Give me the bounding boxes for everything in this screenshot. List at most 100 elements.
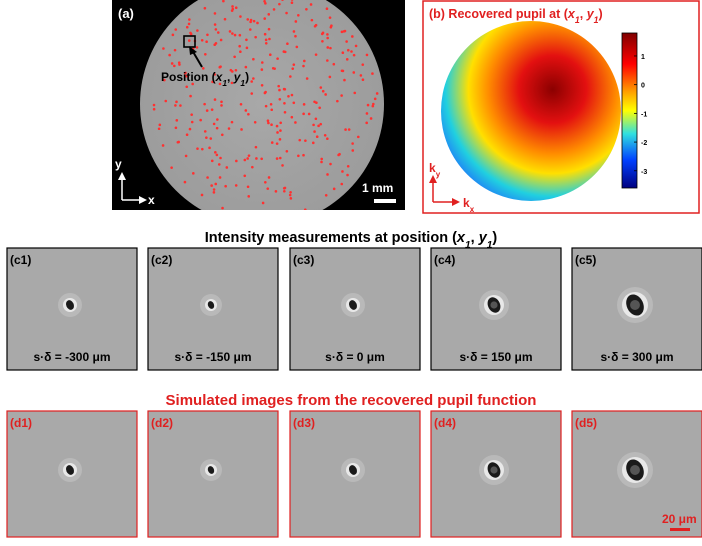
- dot: [185, 155, 188, 158]
- colorbar-tick-label: -1: [641, 111, 647, 118]
- dot: [219, 176, 222, 179]
- dot: [213, 188, 216, 191]
- row-c: (c1)s·δ = -300 μm(c2)s·δ = -150 μm(c3)s·…: [7, 248, 702, 370]
- dot: [204, 130, 207, 133]
- dot: [247, 113, 250, 116]
- dot: [315, 117, 318, 120]
- dot: [297, 14, 300, 17]
- dot: [302, 113, 305, 116]
- dot: [344, 128, 347, 131]
- dot: [249, 21, 252, 24]
- dot: [219, 157, 222, 160]
- scale-bar: [670, 528, 690, 531]
- dot: [342, 51, 345, 54]
- dot: [260, 157, 263, 160]
- dot: [185, 85, 188, 88]
- dot: [326, 137, 329, 140]
- dot: [283, 102, 286, 105]
- dot: [329, 47, 332, 50]
- dot: [264, 181, 267, 184]
- dot: [196, 29, 199, 32]
- dot: [273, 67, 276, 70]
- dot: [330, 24, 333, 27]
- image-panel: (d4): [431, 411, 561, 537]
- dot: [214, 23, 217, 26]
- dot: [286, 42, 289, 45]
- dot: [277, 85, 280, 88]
- dot: [214, 12, 217, 15]
- dot: [365, 122, 368, 125]
- dot: [206, 33, 209, 36]
- dot: [313, 101, 316, 104]
- dot: [290, 197, 293, 200]
- colorbar-tick-label: 1: [641, 54, 645, 61]
- dot: [247, 195, 250, 198]
- dot: [341, 31, 344, 34]
- image-panel: (d1): [7, 411, 137, 537]
- dot: [210, 184, 213, 187]
- dot: [283, 88, 286, 91]
- dot: [315, 53, 318, 56]
- dot: [283, 50, 286, 53]
- dot: [326, 33, 329, 36]
- dot: [231, 5, 234, 8]
- dot: [238, 45, 241, 48]
- dot: [211, 160, 214, 163]
- dot: [351, 142, 354, 145]
- dot: [213, 43, 216, 46]
- image-panel: (c3) s·δ = 0 μm: [290, 248, 420, 370]
- dot: [283, 190, 286, 193]
- dot: [312, 124, 315, 127]
- dot: [324, 134, 327, 137]
- dot: [346, 174, 349, 177]
- dot: [340, 94, 343, 97]
- dot: [361, 63, 364, 66]
- dot: [342, 70, 345, 73]
- panel-caption: s·δ = 0 μm: [325, 350, 385, 364]
- dot: [305, 8, 308, 11]
- dot: [279, 129, 282, 132]
- dot: [221, 207, 224, 210]
- dot: [294, 121, 297, 124]
- panel-label: (c3): [293, 253, 314, 267]
- dot: [184, 181, 187, 184]
- dot: [355, 45, 358, 48]
- dot: [279, 121, 282, 124]
- dot: [270, 108, 273, 111]
- panel-caption: s·δ = -300 μm: [34, 350, 111, 364]
- dot: [320, 158, 323, 161]
- dot: [170, 166, 173, 169]
- dot: [345, 40, 348, 43]
- dot: [326, 37, 329, 40]
- dot: [213, 123, 216, 126]
- dot: [297, 154, 300, 157]
- dot: [360, 74, 363, 77]
- dot: [261, 210, 264, 213]
- dot: [302, 65, 305, 68]
- dot: [310, 3, 313, 6]
- dot: [205, 40, 208, 43]
- dot: [216, 154, 219, 157]
- dot: [294, 35, 297, 38]
- pupil-map: [441, 21, 621, 201]
- dot: [320, 161, 323, 164]
- text-part: ,: [227, 70, 234, 84]
- dot: [304, 208, 307, 211]
- dot: [244, 159, 247, 162]
- dot: [316, 135, 319, 138]
- dot: [175, 119, 178, 122]
- dot: [347, 49, 350, 52]
- dot: [186, 133, 189, 136]
- dot: [374, 98, 377, 101]
- dot: [321, 40, 324, 43]
- dot: [231, 8, 234, 11]
- image-panel: (c1)s·δ = -300 μm: [7, 248, 137, 370]
- dot: [172, 34, 175, 37]
- dot: [248, 154, 251, 157]
- dot: [235, 160, 238, 163]
- row-d: (d1)(d2)(d3)(d4)(d5)20 μm: [7, 411, 702, 537]
- dot: [329, 16, 332, 19]
- dot: [199, 119, 202, 122]
- dot: [338, 153, 341, 156]
- dot: [311, 19, 314, 22]
